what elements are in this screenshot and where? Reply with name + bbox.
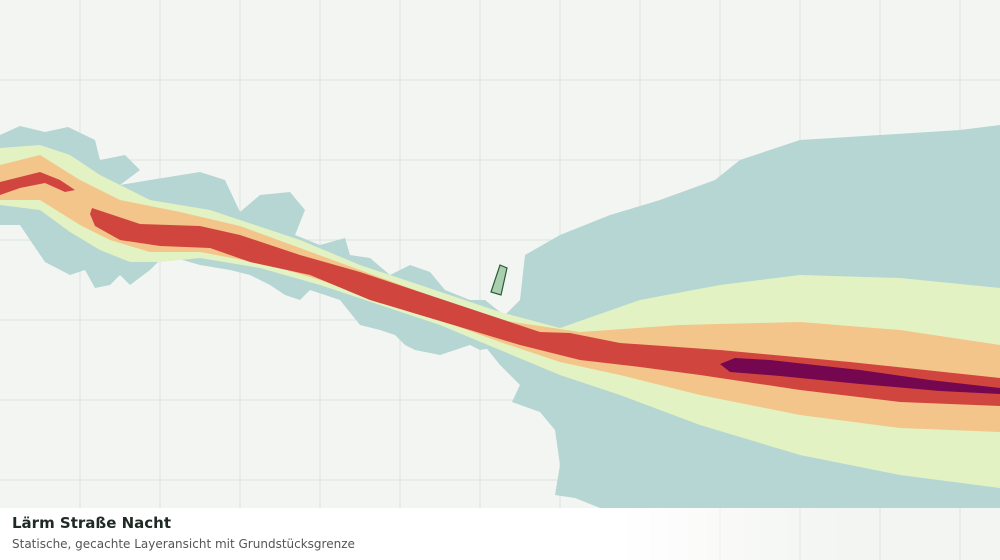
caption-subtitle: Statische, gecachte Layeransicht mit Gru… <box>12 537 355 551</box>
noise-zone-very-high <box>720 358 1000 394</box>
caption-title: Lärm Straße Nacht <box>12 514 172 532</box>
parcel-boundary <box>490 264 508 296</box>
caption: Lärm Straße Nacht Statische, gecachte La… <box>0 508 1000 560</box>
noise-zone-high <box>0 172 1000 406</box>
